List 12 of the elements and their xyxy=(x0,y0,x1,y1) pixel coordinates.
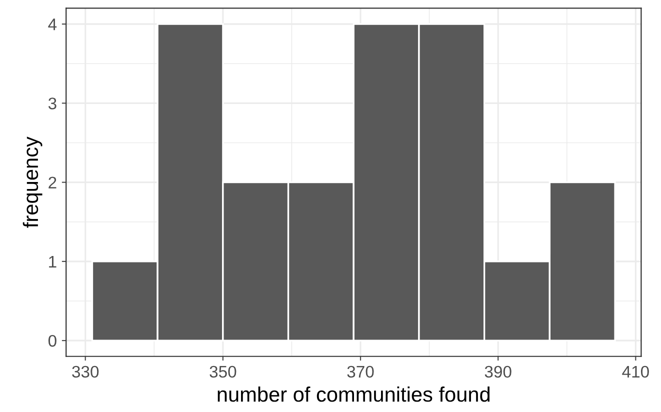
x-tick-label: 370 xyxy=(347,366,374,378)
x-tick-label: 410 xyxy=(622,366,649,378)
y-tick-label: 2 xyxy=(48,176,56,188)
x-tick-label: 350 xyxy=(210,366,236,378)
y-tick-label: 0 xyxy=(48,334,56,347)
y-tick-label: 4 xyxy=(48,18,57,30)
y-tick-label: 3 xyxy=(48,98,56,110)
y-axis-title: frequency xyxy=(22,136,42,228)
y-tick-label: 1 xyxy=(49,256,56,268)
x-tick-label: 390 xyxy=(484,366,512,378)
x-axis-title: number of communities found xyxy=(218,386,490,402)
x-tick-label: 330 xyxy=(72,366,99,378)
